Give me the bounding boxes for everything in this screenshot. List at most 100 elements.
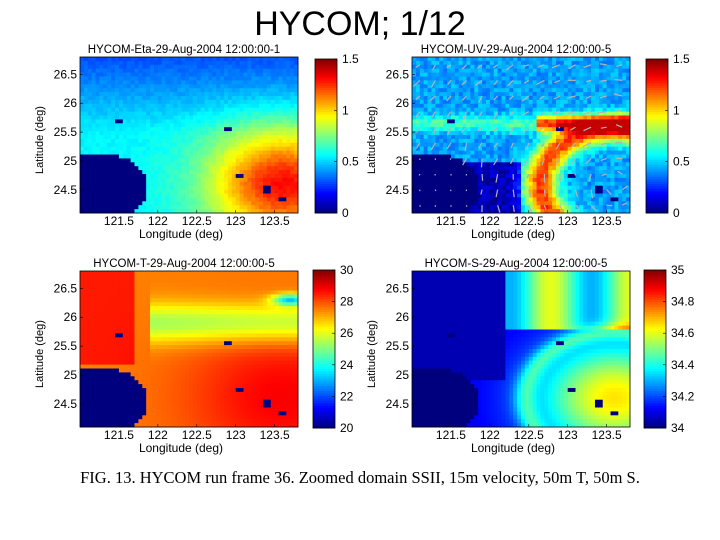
heatmap-cell bbox=[189, 177, 194, 183]
heatmap-cell bbox=[571, 174, 576, 179]
heatmap-cell bbox=[521, 88, 526, 93]
heatmap-cell bbox=[501, 166, 506, 171]
heatmap-cell bbox=[142, 64, 147, 70]
colorbar-segment bbox=[646, 133, 668, 137]
heatmap-cell bbox=[169, 127, 174, 132]
heatmap-cell bbox=[415, 174, 421, 179]
heatmap-cell bbox=[99, 189, 104, 194]
heatmap-cell bbox=[501, 209, 506, 214]
colorbar-segment bbox=[646, 193, 668, 197]
heatmap-cell bbox=[130, 92, 135, 97]
heatmap-cell bbox=[540, 170, 545, 175]
heatmap-cell bbox=[208, 119, 213, 124]
heatmap-cell bbox=[567, 68, 572, 73]
heatmap-cell bbox=[274, 158, 279, 163]
heatmap-cell bbox=[134, 72, 139, 77]
heatmap-cell bbox=[559, 76, 565, 81]
heatmap-cell bbox=[540, 103, 545, 109]
heatmap-cell bbox=[146, 189, 151, 194]
heatmap-cell bbox=[559, 115, 565, 120]
heatmap-cell bbox=[435, 162, 440, 167]
heatmap-cell bbox=[270, 80, 276, 85]
heatmap-cell bbox=[259, 88, 264, 93]
heatmap-cell bbox=[177, 88, 182, 93]
heatmap-cell bbox=[559, 174, 565, 179]
heatmap-cell bbox=[189, 96, 194, 101]
heatmap-cell bbox=[80, 345, 85, 350]
heatmap-cell bbox=[216, 146, 221, 151]
heatmap-cell bbox=[439, 72, 444, 77]
heatmap-cell bbox=[107, 205, 112, 210]
heatmap-cell bbox=[567, 80, 572, 85]
heatmap-cell bbox=[103, 88, 108, 93]
heatmap-cell bbox=[439, 84, 444, 89]
heatmap-cell bbox=[118, 209, 124, 214]
heatmap-cell bbox=[173, 72, 178, 77]
heatmap-cell bbox=[439, 103, 444, 109]
heatmap-cell bbox=[196, 123, 202, 128]
heatmap-cell bbox=[274, 177, 279, 183]
heatmap-cell bbox=[493, 189, 499, 194]
heatmap-cell bbox=[290, 197, 295, 202]
heatmap-cell bbox=[509, 103, 514, 109]
heatmap-cell bbox=[497, 119, 502, 124]
heatmap-cell bbox=[266, 189, 272, 194]
heatmap-cell bbox=[262, 131, 268, 136]
heatmap-cell bbox=[126, 111, 131, 116]
heatmap-cell bbox=[212, 131, 217, 136]
heatmap-cell bbox=[118, 57, 124, 62]
heatmap-cell bbox=[95, 321, 100, 326]
heatmap-cell bbox=[427, 177, 432, 183]
heatmap-cell bbox=[618, 209, 623, 214]
heatmap-cell bbox=[208, 72, 213, 77]
heatmap-cell bbox=[80, 135, 85, 140]
heatmap-cell bbox=[227, 92, 233, 97]
heatmap-cell bbox=[294, 57, 299, 62]
velocity-arrow bbox=[495, 189, 499, 198]
heatmap-cell bbox=[544, 96, 549, 101]
heatmap-cell bbox=[87, 325, 93, 330]
heatmap-cell bbox=[478, 193, 483, 198]
heatmap-cell bbox=[208, 64, 213, 70]
heatmap-cell bbox=[274, 201, 279, 206]
heatmap-cell bbox=[517, 201, 522, 206]
velocity-arrow bbox=[539, 95, 545, 100]
heatmap-cell bbox=[618, 131, 623, 136]
heatmap-cell bbox=[239, 205, 244, 210]
heatmap-cell bbox=[587, 57, 592, 62]
heatmap-cell bbox=[579, 68, 584, 73]
heatmap-cell bbox=[111, 142, 116, 148]
heatmap-cell bbox=[200, 99, 205, 105]
heatmap-cell bbox=[278, 103, 283, 109]
heatmap-cell bbox=[83, 181, 89, 187]
heatmap-cell bbox=[571, 115, 576, 120]
heatmap-cell bbox=[103, 76, 108, 81]
heatmap-cell bbox=[443, 150, 448, 155]
heatmap-cell bbox=[212, 197, 217, 202]
heatmap-cell bbox=[544, 197, 549, 202]
heatmap-cell bbox=[521, 107, 526, 112]
heatmap-cell bbox=[111, 154, 116, 159]
heatmap-cell bbox=[501, 88, 506, 93]
heatmap-cell bbox=[247, 92, 252, 97]
colorbar-segment bbox=[315, 172, 337, 175]
heatmap-cell bbox=[251, 92, 256, 97]
heatmap-cell bbox=[447, 162, 452, 167]
heatmap-cell bbox=[485, 64, 491, 70]
heatmap-cell bbox=[431, 123, 436, 128]
heatmap-cell bbox=[150, 166, 155, 171]
heatmap-cell bbox=[583, 209, 588, 214]
heatmap-cell bbox=[235, 115, 240, 120]
colorbar-segment bbox=[646, 155, 668, 159]
heatmap-cell bbox=[161, 76, 167, 81]
heatmap-cell bbox=[165, 170, 170, 175]
heatmap-cell bbox=[173, 119, 178, 124]
heatmap-cell bbox=[466, 57, 471, 62]
heatmap-cell bbox=[622, 154, 627, 159]
heatmap-cell bbox=[431, 92, 436, 97]
heatmap-cell bbox=[485, 57, 491, 62]
heatmap-cell bbox=[454, 162, 460, 167]
heatmap-cell bbox=[513, 189, 518, 194]
heatmap-cell bbox=[95, 286, 100, 291]
heatmap-cell bbox=[462, 189, 467, 194]
